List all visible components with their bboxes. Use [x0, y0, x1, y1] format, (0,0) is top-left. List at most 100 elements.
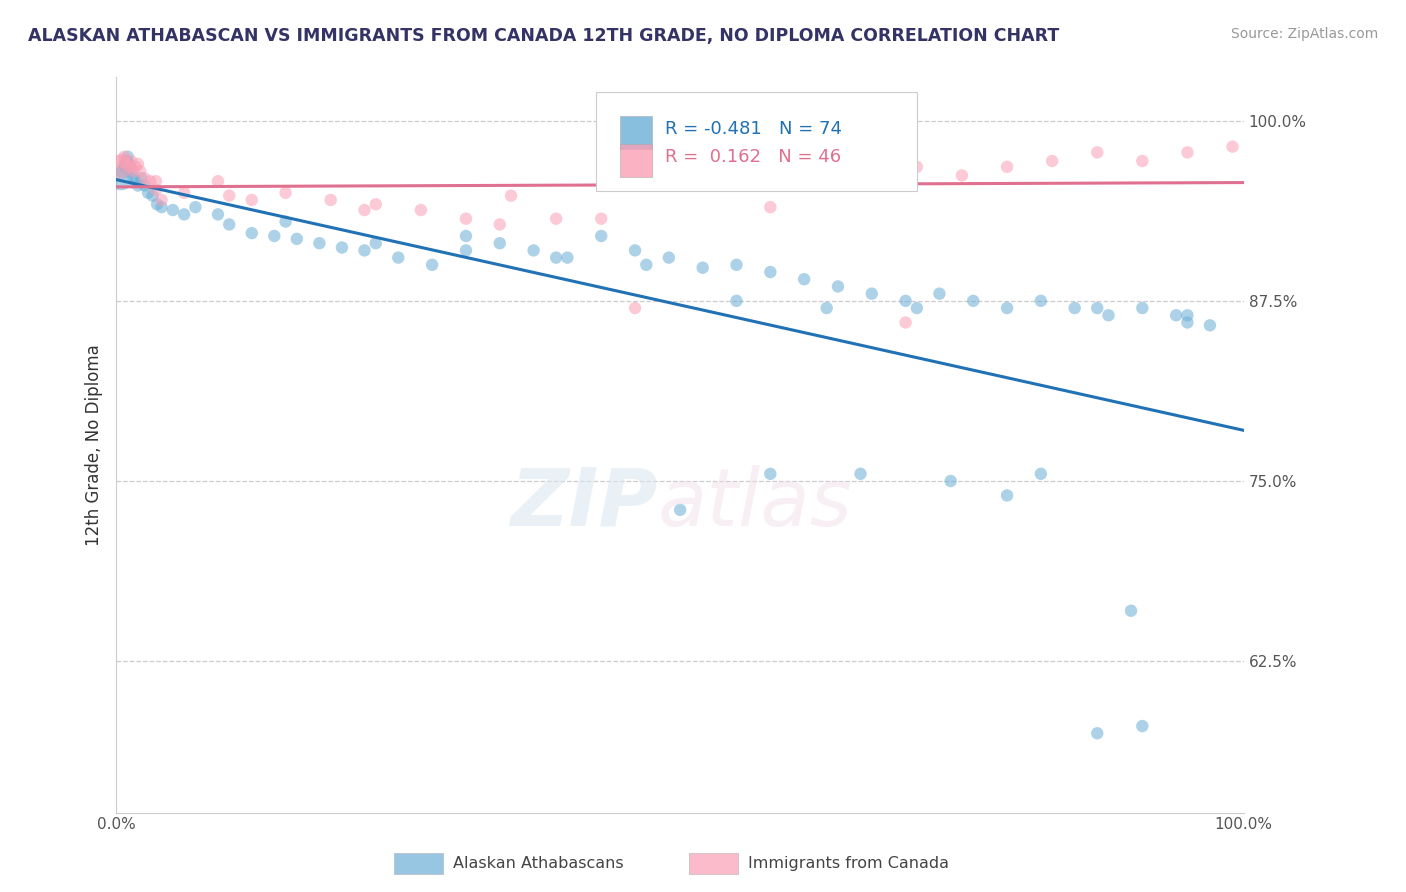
Point [387, 251, 409, 265]
Point [207, 174, 229, 188]
Point [995, 301, 1018, 315]
Point [120, 164, 142, 178]
Point [725, 145, 748, 160]
Point [725, 293, 748, 308]
Point [681, 157, 703, 171]
Text: ZIP: ZIP [510, 465, 658, 543]
Point [1130, 719, 1153, 733]
Point [115, 154, 138, 169]
Point [108, 160, 131, 174]
Point [624, 301, 647, 315]
Point [546, 251, 568, 265]
Bar [620, 144, 652, 177]
Point [134, 171, 156, 186]
Point [124, 174, 146, 188]
Point [112, 150, 135, 164]
Point [636, 258, 658, 272]
Point [139, 174, 162, 188]
Point [218, 188, 240, 202]
FancyBboxPatch shape [596, 92, 917, 192]
Point [207, 207, 229, 221]
Point [815, 301, 838, 315]
Point [1029, 293, 1052, 308]
Point [319, 193, 342, 207]
Point [546, 211, 568, 226]
Point [112, 157, 135, 171]
Point [118, 160, 141, 174]
Point [134, 178, 156, 193]
Point [454, 244, 477, 258]
Point [725, 258, 748, 272]
Point [308, 236, 330, 251]
Point [136, 186, 159, 200]
Point [117, 150, 139, 164]
Point [905, 160, 928, 174]
Point [111, 154, 134, 169]
Point [557, 251, 579, 265]
Point [827, 279, 849, 293]
Point [1166, 308, 1188, 322]
Point [860, 286, 883, 301]
Point [285, 232, 308, 246]
Point [636, 154, 658, 169]
Point [624, 244, 647, 258]
Point [488, 236, 510, 251]
Text: atlas: atlas [658, 465, 852, 543]
Point [129, 164, 152, 178]
Point [127, 178, 149, 193]
Point [1177, 308, 1199, 322]
Point [591, 211, 613, 226]
Point [849, 467, 872, 481]
Point [1199, 318, 1222, 333]
Point [1222, 139, 1244, 153]
Point [1177, 145, 1199, 160]
Point [150, 193, 173, 207]
Point [669, 503, 692, 517]
Point [114, 160, 136, 174]
Point [240, 193, 263, 207]
Point [127, 157, 149, 171]
Point [1085, 726, 1108, 740]
Point [1029, 467, 1052, 481]
Point [591, 229, 613, 244]
Point [1130, 301, 1153, 315]
Point [692, 260, 714, 275]
Text: R =  0.162   N = 46: R = 0.162 N = 46 [665, 148, 842, 166]
Point [488, 218, 510, 232]
Bar [620, 116, 652, 150]
Point [793, 272, 815, 286]
Point [274, 214, 297, 228]
Point [894, 293, 917, 308]
Point [364, 197, 387, 211]
Point [995, 160, 1018, 174]
Text: Alaskan Athabascans: Alaskan Athabascans [453, 856, 623, 871]
Point [1177, 316, 1199, 330]
Point [274, 186, 297, 200]
Point [759, 265, 782, 279]
Point [124, 160, 146, 174]
Point [770, 169, 793, 183]
Point [118, 160, 141, 174]
Point [173, 207, 195, 221]
Point [454, 229, 477, 244]
Point [420, 258, 443, 272]
Point [162, 202, 184, 217]
Point [759, 200, 782, 214]
Point [146, 197, 169, 211]
Point [145, 183, 167, 197]
Point [115, 157, 138, 171]
Text: Immigrants from Canada: Immigrants from Canada [748, 856, 949, 871]
Point [118, 157, 141, 171]
Point [1130, 154, 1153, 169]
Point [184, 200, 207, 214]
Point [939, 474, 962, 488]
Point [240, 226, 263, 240]
Text: Source: ZipAtlas.com: Source: ZipAtlas.com [1230, 27, 1378, 41]
Point [815, 154, 838, 169]
Point [894, 316, 917, 330]
Point [145, 174, 167, 188]
Point [499, 188, 522, 202]
Point [1040, 154, 1063, 169]
Text: ALASKAN ATHABASCAN VS IMMIGRANTS FROM CANADA 12TH GRADE, NO DIPLOMA CORRELATION : ALASKAN ATHABASCAN VS IMMIGRANTS FROM CA… [28, 27, 1059, 45]
Point [173, 186, 195, 200]
